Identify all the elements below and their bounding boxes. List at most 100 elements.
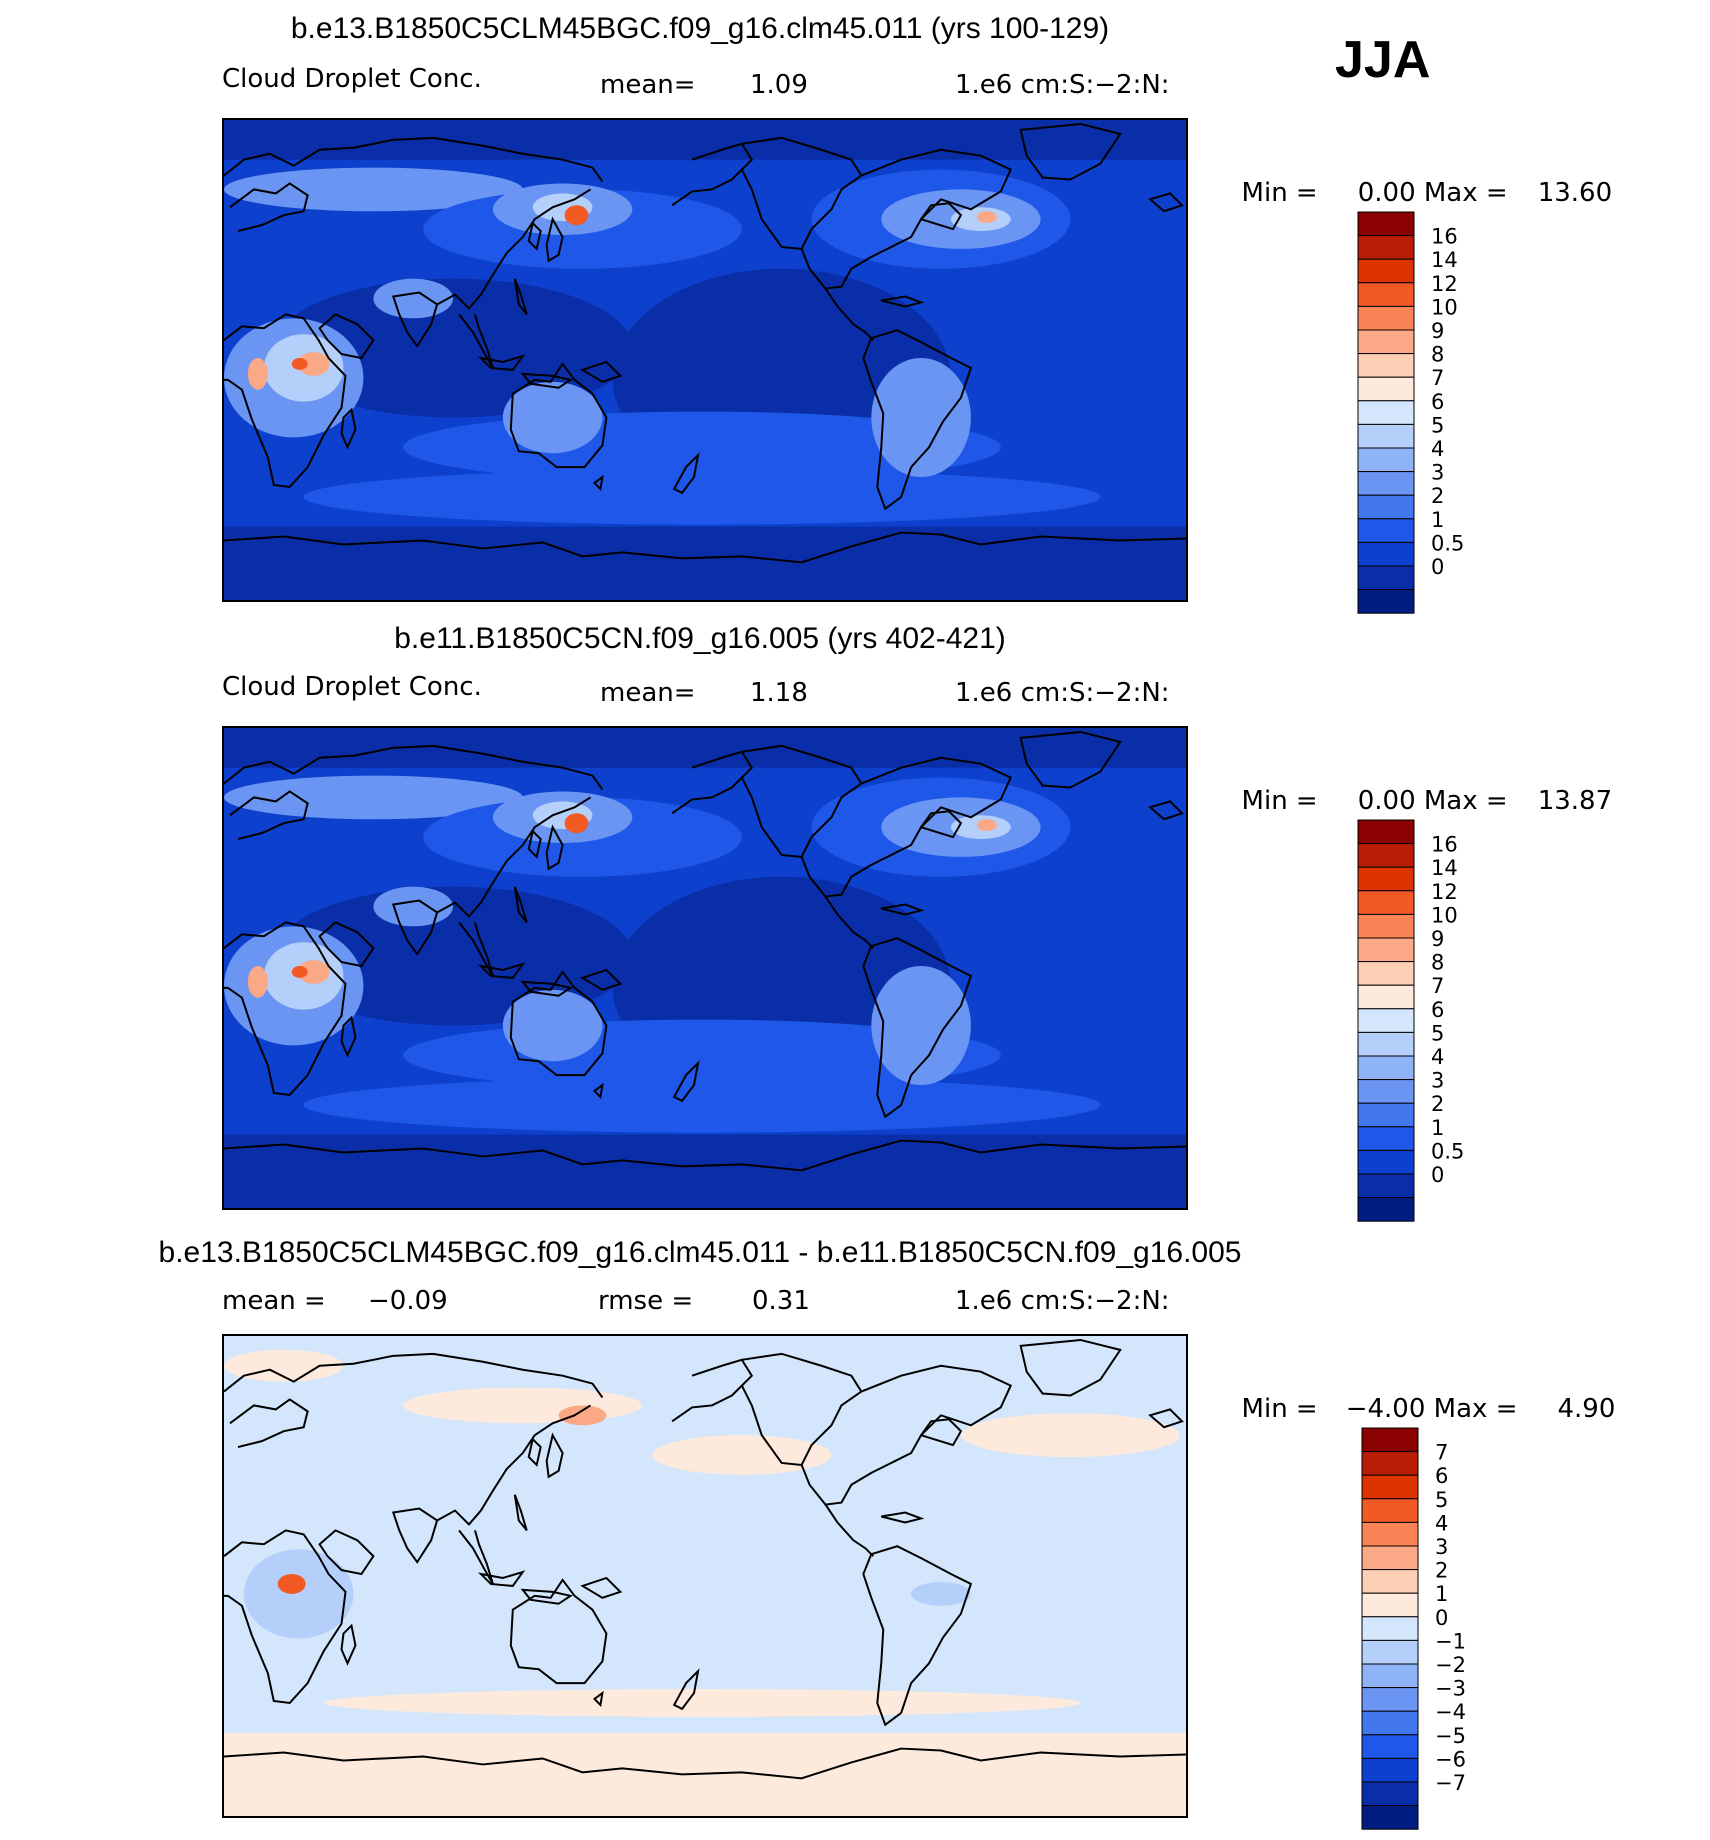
colorbar-tick-label: 7: [1431, 366, 1444, 390]
colorbar-swatch: [1357, 589, 1415, 614]
panel-3-title: b.e13.B1850C5CLM45BGC.f09_g16.clm45.011 …: [158, 1236, 1242, 1269]
panel-1-title: b.e13.B1850C5CLM45BGC.f09_g16.clm45.011 …: [290, 12, 1110, 45]
colorbar-tick-label: 5: [1431, 413, 1444, 437]
colorbar-tick-label: 1: [1431, 508, 1444, 532]
colorbar-swatch: [1357, 937, 1415, 963]
colorbar-swatch: [1357, 843, 1415, 868]
colorbar-swatch: [1357, 353, 1415, 378]
colorbar-swatch: [1357, 471, 1415, 496]
panel-1-colorbar: 16 14 12 10 9 8 7 6 5 4 3 2 1 0.5 0: [1357, 211, 1488, 624]
panel-3-min-value: −4.00: [1345, 1394, 1426, 1424]
colorbar-swatch: [1357, 211, 1415, 237]
colorbar-swatch: [1361, 1498, 1419, 1523]
colorbar-swatch: [1361, 1427, 1419, 1453]
panel-3-map: [222, 1334, 1188, 1818]
colorbar-swatch: [1361, 1639, 1419, 1665]
panel-2-title: b.e11.B1850C5CN.f09_g16.005 (yrs 402-421…: [394, 622, 1006, 655]
colorbar-swatch: [1357, 282, 1415, 307]
panel-3-min-max: Min = −4.00 Max = 4.90: [1225, 1364, 1616, 1424]
colorbar-tick-label: 3: [1435, 1535, 1448, 1559]
colorbar-swatch: [1357, 1031, 1415, 1057]
colorbar-tick-label: 8: [1431, 951, 1444, 975]
colorbar-swatch: [1357, 1197, 1415, 1222]
colorbar-swatch: [1357, 984, 1415, 1010]
colorbar-swatch: [1357, 329, 1415, 355]
panel-2-min-label: Min =: [1241, 786, 1318, 816]
colorbar-tick-label: 4: [1431, 437, 1444, 461]
colorbar-swatch: [1361, 1805, 1419, 1830]
colorbar-swatch: [1361, 1781, 1419, 1807]
colorbar-swatch: [1361, 1474, 1419, 1500]
colorbar-swatch: [1357, 305, 1415, 331]
panel-1-variable-label: Cloud Droplet Conc.: [222, 64, 482, 94]
colorbar-tick-label: −4: [1435, 1700, 1466, 1724]
colorbar-tick-label: 4: [1431, 1045, 1444, 1069]
colorbar-tick-label: 5: [1435, 1488, 1448, 1512]
panel-3-min-label: Min =: [1241, 1394, 1318, 1424]
colorbar-tick-label: −5: [1435, 1724, 1466, 1748]
colorbar-tick-label: 1: [1431, 1116, 1444, 1140]
colorbar-tick-label: −7: [1435, 1771, 1466, 1795]
colorbar-swatch: [1361, 1616, 1419, 1641]
panel-1-mean-label: mean=: [600, 70, 696, 100]
colorbar-swatch: [1357, 890, 1415, 915]
colorbar-tick-label: 10: [1431, 903, 1458, 927]
colorbar-swatch: [1357, 1008, 1415, 1033]
colorbar-tick-label: 4: [1435, 1511, 1448, 1535]
panel-2-units: 1.e6 cm:S:−2:N:: [955, 678, 1170, 708]
colorbar-swatch: [1357, 400, 1415, 425]
colorbar-swatch: [1357, 1149, 1415, 1175]
colorbar-swatch: [1357, 866, 1415, 892]
colorbar-swatch: [1361, 1569, 1419, 1594]
season-label: JJA: [1335, 31, 1431, 89]
panel-3-max-value: 4.90: [1557, 1394, 1616, 1424]
panel-3-rmse-value: 0.31: [752, 1286, 810, 1316]
colorbar-tick-label: 3: [1431, 461, 1444, 485]
colorbar-tick-label: −6: [1435, 1747, 1466, 1771]
colorbar-tick-label: 0: [1431, 555, 1444, 579]
panel-1-max-label: Max =: [1423, 178, 1508, 208]
colorbar-tick-label: 6: [1435, 1464, 1448, 1488]
colorbar-tick-label: 0: [1435, 1606, 1448, 1630]
colorbar-tick-label: 12: [1431, 880, 1458, 904]
colorbar-swatch: [1357, 1079, 1415, 1104]
panel-2-mean-label: mean=: [600, 678, 696, 708]
colorbar-swatch: [1357, 565, 1415, 591]
map-field: [224, 120, 1186, 600]
panel-1-mean-value: 1.09: [750, 70, 808, 100]
colorbar-swatch: [1361, 1592, 1419, 1618]
colorbar-swatch: [1357, 1126, 1415, 1151]
colorbar-swatch: [1357, 518, 1415, 543]
colorbar-tick-label: 7: [1431, 974, 1444, 998]
panel-2-min-value: 0.00: [1357, 786, 1416, 816]
panel-3-rmse-label: rmse =: [598, 1286, 694, 1316]
colorbar-swatch: [1357, 494, 1415, 520]
colorbar-tick-label: 0.5: [1431, 1139, 1464, 1163]
panel-1-max-value: 13.60: [1537, 178, 1613, 208]
colorbar-swatch: [1357, 541, 1415, 567]
panel-3-colorbar: 7 6 5 4 3 2 1 0 −1 −2 −3 −4 −5 −6 −7: [1361, 1427, 1492, 1840]
colorbar-tick-label: 1: [1435, 1582, 1448, 1606]
colorbar-tick-label: 2: [1435, 1559, 1448, 1583]
panel-3-units: 1.e6 cm:S:−2:N:: [955, 1286, 1170, 1316]
colorbar-swatch: [1357, 819, 1415, 845]
colorbar-tick-label: 14: [1431, 248, 1458, 272]
colorbar-swatch: [1357, 961, 1415, 986]
colorbar-tick-label: 5: [1431, 1021, 1444, 1045]
colorbar-swatch: [1361, 1545, 1419, 1571]
colorbar-tick-label: 6: [1431, 998, 1444, 1022]
map-field: [224, 728, 1186, 1208]
colorbar-tick-label: −2: [1435, 1653, 1466, 1677]
colorbar-tick-label: 0.5: [1431, 531, 1464, 555]
colorbar-swatch: [1357, 447, 1415, 473]
colorbar-swatch: [1357, 1173, 1415, 1199]
colorbar-swatch: [1361, 1710, 1419, 1736]
colorbar-swatch: [1357, 913, 1415, 939]
colorbar-tick-label: −3: [1435, 1677, 1466, 1701]
colorbar-tick-label: 9: [1431, 319, 1444, 343]
panel-2-map: [222, 726, 1188, 1210]
colorbar-tick-label: 12: [1431, 272, 1458, 296]
colorbar-swatch: [1361, 1757, 1419, 1783]
panel-2-colorbar: 16 14 12 10 9 8 7 6 5 4 3 2 1 0.5 0: [1357, 819, 1488, 1232]
colorbar-tick-label: 9: [1431, 927, 1444, 951]
